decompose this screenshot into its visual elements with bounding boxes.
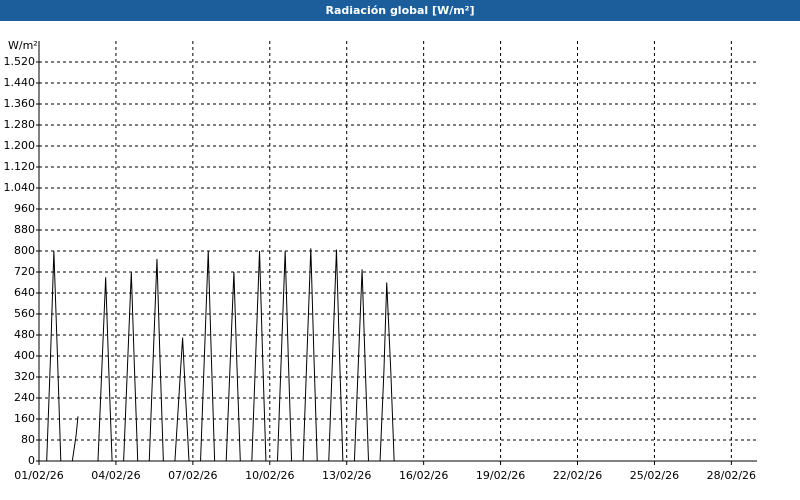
y-tick-label: 320: [14, 370, 35, 383]
y-tick-label: 640: [14, 286, 35, 299]
y-tick-label: 1.200: [4, 139, 36, 152]
x-tick-label: 13/02/26: [322, 469, 371, 482]
x-tick-label: 19/02/26: [476, 469, 525, 482]
y-tick-label: 400: [14, 349, 35, 362]
x-tick-label: 04/02/26: [91, 469, 140, 482]
y-tick-label: 960: [14, 202, 35, 215]
x-tick-label: 07/02/26: [168, 469, 217, 482]
y-tick-label: 720: [14, 265, 35, 278]
y-tick-label: 1.440: [4, 76, 36, 89]
y-tick-label: 880: [14, 223, 35, 236]
y-tick-label: 480: [14, 328, 35, 341]
chart-title: Radiación global [W/m²]: [0, 0, 800, 21]
y-tick-label: 1.520: [4, 55, 36, 68]
data-line: [39, 248, 401, 462]
y-tick-label: 0: [28, 454, 35, 467]
y-tick-label: 1.360: [4, 97, 36, 110]
y-tick-label: 1.040: [4, 181, 36, 194]
x-tick-label: 16/02/26: [399, 469, 448, 482]
y-tick-label: 1.280: [4, 118, 36, 131]
y-tick-label: 1.120: [4, 160, 36, 173]
y-tick-label: 160: [14, 412, 35, 425]
x-tick-label: 10/02/26: [245, 469, 294, 482]
y-tick-label: 560: [14, 307, 35, 320]
x-tick-label: 28/02/26: [707, 469, 756, 482]
y-axis-label: W/m²: [8, 39, 38, 52]
x-tick-label: 25/02/26: [630, 469, 679, 482]
x-tick-label: 01/02/26: [14, 469, 63, 482]
x-tick-label: 22/02/26: [553, 469, 602, 482]
y-tick-label: 80: [21, 433, 35, 446]
y-tick-label: 240: [14, 391, 35, 404]
y-tick-label: 800: [14, 244, 35, 257]
